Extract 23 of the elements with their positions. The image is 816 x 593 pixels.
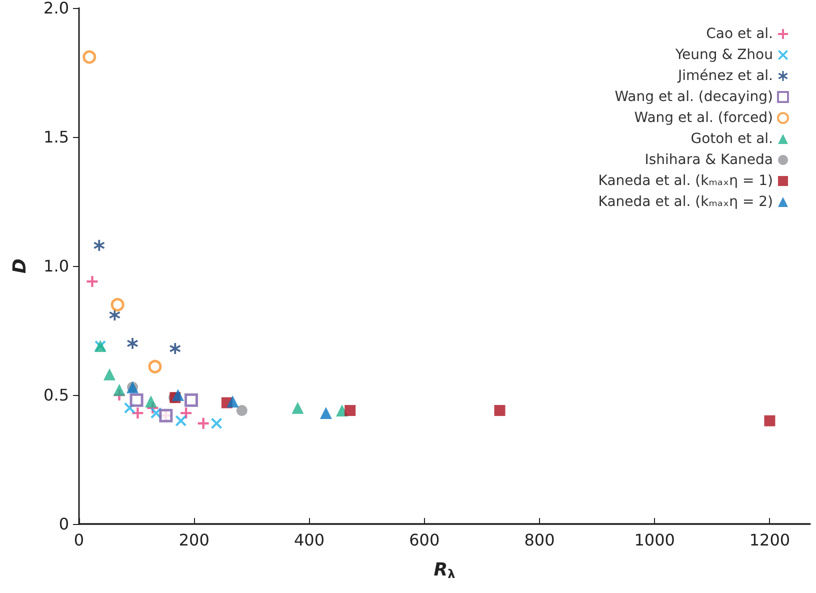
y-tick-label: 2.0 bbox=[44, 0, 69, 18]
y-tick-label: 1.5 bbox=[44, 128, 69, 146]
y-tick-label: 1.0 bbox=[44, 256, 69, 276]
x-tick-label: 1000 bbox=[634, 530, 675, 550]
x-tick-label: 200 bbox=[178, 530, 210, 550]
x-tick-label: 400 bbox=[294, 530, 325, 550]
legend-label: Jiménez et al. bbox=[676, 68, 773, 84]
legend-label: Ishihara & Kaneda bbox=[644, 152, 773, 168]
legend-label: Kaneda et al. (kₘₐₓη = 1) bbox=[598, 173, 773, 189]
legend-label: Gotoh et al. bbox=[690, 131, 773, 147]
legend-label: Wang et al. (forced) bbox=[634, 110, 773, 126]
x-tick-label: 1200 bbox=[749, 530, 790, 550]
x-tick-label: 600 bbox=[409, 530, 440, 550]
legend-label: Wang et al. (decaying) bbox=[614, 89, 773, 105]
y-tick-label: 0.5 bbox=[44, 386, 69, 404]
legend-label: Yeung & Zhou bbox=[674, 47, 773, 63]
legend-label: Kaneda et al. (kₘₐₓη = 2) bbox=[598, 194, 773, 210]
y-axis-title: D bbox=[10, 258, 30, 274]
x-tick-label: 800 bbox=[524, 530, 555, 550]
y-tick-label: 0 bbox=[58, 514, 69, 534]
x-axis-title: Rλ bbox=[434, 560, 456, 581]
x-tick-label: 0 bbox=[74, 530, 84, 550]
legend-label: Cao et al. bbox=[706, 26, 773, 42]
